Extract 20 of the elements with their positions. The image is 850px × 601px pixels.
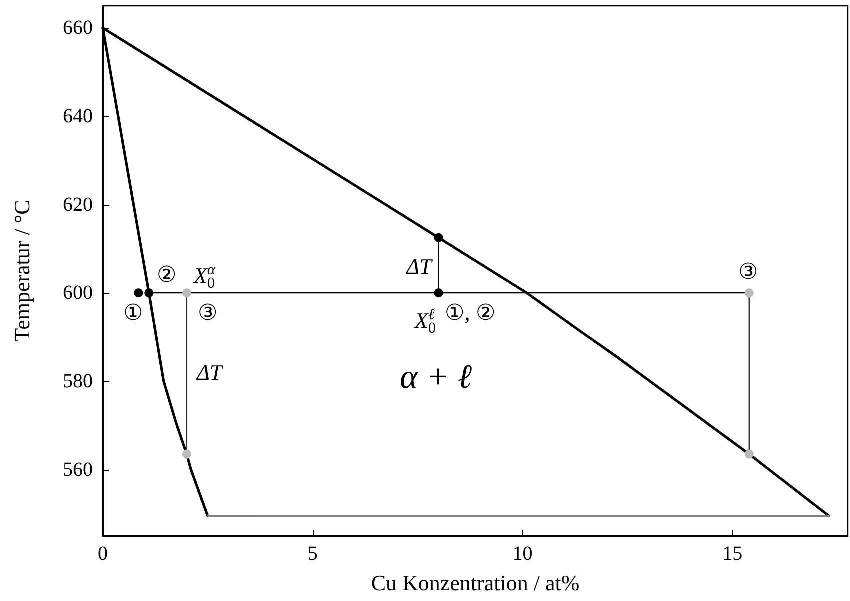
y-tick-label: 640	[63, 105, 93, 128]
annotation: ①	[124, 300, 144, 326]
y-tick-label: 620	[63, 194, 93, 216]
annotation: ΔT	[406, 254, 432, 279]
y-tick-label: 580	[63, 370, 93, 392]
y-tick-label: 660	[63, 17, 93, 40]
annotation: ΔT	[196, 360, 222, 385]
annotation: ②	[157, 262, 178, 288]
x-tick-label: 10	[512, 543, 533, 565]
annotation: ③	[738, 259, 758, 284]
x-tick-label: 15	[722, 543, 743, 565]
annotation: ③	[198, 300, 218, 326]
x-tick-label: 5	[308, 543, 318, 565]
y-axis-title: Temperatur / °C	[10, 200, 34, 342]
y-tick-label: 560	[63, 458, 93, 481]
x-tick-label: 0	[98, 543, 108, 565]
annotation: ①, ②	[444, 300, 496, 326]
annotation: α + ℓ	[400, 359, 472, 396]
x-axis-title: Cu Konzentration / at%	[371, 570, 580, 596]
y-tick-label: 600	[63, 282, 93, 304]
